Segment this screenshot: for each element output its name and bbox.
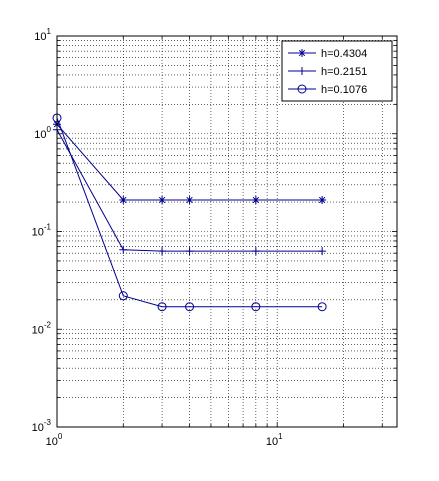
x-tick-label: 101 xyxy=(266,432,283,448)
plus-marker xyxy=(119,245,128,254)
asterisk-marker xyxy=(119,196,128,205)
legend-label: h=0.4304 xyxy=(321,48,367,60)
circle-marker xyxy=(297,84,307,94)
plus-marker xyxy=(298,67,306,75)
grid-lines xyxy=(57,36,397,427)
circle-marker xyxy=(118,291,128,301)
series-line xyxy=(56,129,323,252)
y-tick-label: 101 xyxy=(34,27,51,43)
asterisk-marker xyxy=(298,49,306,57)
series-layer xyxy=(52,113,327,312)
series-line xyxy=(56,123,323,201)
asterisk-marker xyxy=(251,196,260,205)
x-tick-label: 100 xyxy=(46,432,63,448)
plus-marker xyxy=(251,247,260,256)
series-h=0.2151 xyxy=(53,125,327,256)
asterisk-marker xyxy=(158,196,167,205)
legend-label: h=0.1076 xyxy=(321,84,367,96)
plus-marker xyxy=(318,247,327,256)
y-tick-label: 100 xyxy=(34,125,51,141)
axis-ticks xyxy=(56,35,397,428)
plus-marker xyxy=(185,247,194,256)
circle-marker xyxy=(157,302,167,312)
y-tick-label: 10-2 xyxy=(32,320,52,336)
asterisk-marker xyxy=(185,196,194,205)
y-tick-label: 10-3 xyxy=(32,418,52,434)
asterisk-marker xyxy=(318,196,327,205)
y-tick-label: 10-1 xyxy=(32,223,52,239)
series-h=0.1076 xyxy=(52,113,327,312)
legend-label: h=0.2151 xyxy=(321,66,367,78)
legend: h=0.4304 h=0.2151 h=0.1076 xyxy=(281,40,393,102)
plus-marker xyxy=(158,247,167,256)
tick-labels: 100 101 101 100 10-1 10-2 10-3 xyxy=(32,27,283,448)
series-line xyxy=(56,117,323,308)
circle-marker xyxy=(251,302,261,312)
circle-marker xyxy=(317,302,327,312)
circle-marker xyxy=(185,302,195,312)
